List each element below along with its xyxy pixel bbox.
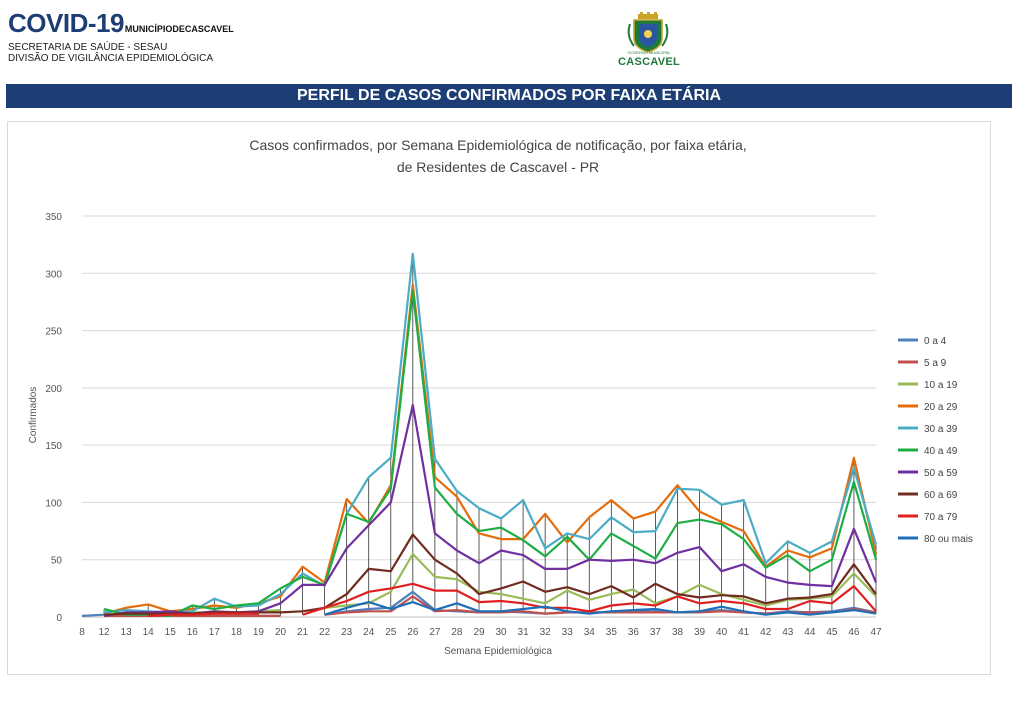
x-tick-label: 21	[297, 627, 309, 638]
x-tick-label: 38	[672, 627, 684, 638]
x-tick-label: 42	[760, 627, 772, 638]
series-line-20-a-29	[103, 283, 878, 615]
x-tick-label: 16	[187, 627, 199, 638]
section-banner: PERFIL DE CASOS CONFIRMADOS POR FAIXA ET…	[6, 84, 1012, 108]
x-axis-label: Semana Epidemiológica	[444, 646, 552, 657]
x-tick-label: 31	[518, 627, 530, 638]
x-tick-label: 17	[209, 627, 221, 638]
x-tick-label: 45	[826, 627, 838, 638]
legend-entry: 50 a 59	[924, 468, 958, 479]
series-line-60-a-69	[104, 533, 877, 616]
secretariat-label: SECRETARIA DE SAÚDE - SESAU	[8, 42, 168, 53]
x-tick-label: 22	[319, 627, 331, 638]
y-tick-label: 250	[45, 327, 62, 338]
series-line-80-ou-mais	[324, 601, 877, 616]
x-tick-label: 20	[275, 627, 287, 638]
x-tick-label: 30	[495, 627, 507, 638]
x-tick-label: 25	[385, 627, 397, 638]
legend-entry: 0 a 4	[924, 336, 947, 347]
x-tick-label: 34	[584, 627, 596, 638]
chart-title: Casos confirmados, por Semana Epidemioló…	[249, 137, 746, 153]
series-line-50-a-59	[103, 403, 878, 617]
y-axis: 0 50 100 150 200 250 300 350	[45, 212, 62, 624]
banner-title: PERFIL DE CASOS CONFIRMADOS POR FAIXA ET…	[296, 87, 722, 104]
legend-entry: 10 a 19	[924, 380, 958, 391]
x-tick-label: 15	[165, 627, 177, 638]
x-tick-label: 29	[473, 627, 485, 638]
x-tick-label: 44	[804, 627, 816, 638]
covid-title: COVID-19	[8, 8, 124, 38]
legend-entry: 80 ou mais	[924, 534, 973, 545]
y-tick-label: 350	[45, 212, 62, 223]
x-tick-label: 41	[738, 627, 750, 638]
legend-entry: 5 a 9	[924, 358, 947, 369]
legend-entry: 40 a 49	[924, 446, 958, 457]
municipality-label: MUNICÍPIODECASCAVEL	[124, 24, 234, 34]
x-tick-label: 35	[606, 627, 618, 638]
logo-caption: GOVERNO MUNICIPAL	[627, 50, 671, 55]
y-tick-label: 200	[45, 384, 62, 395]
series-line-40-a-49	[103, 289, 878, 617]
y-tick-label: 100	[45, 498, 62, 509]
legend-entry: 20 a 29	[924, 402, 958, 413]
x-axis: 8 12 13 14 15 16 17 18 19 20 21 22 23 24 25 26 27 28 29 30 3…	[79, 627, 882, 638]
x-tick-label: 19	[253, 627, 265, 638]
x-tick-label: 28	[451, 627, 463, 638]
legend: 0 a 4 5 a 9 10 a 19 20 a 29 30 a 39 40 a 49 50…	[898, 336, 973, 545]
x-tick-label: 39	[694, 627, 706, 638]
chart-panel	[7, 121, 991, 675]
cascavel-logo: GOVERNO MUNICIPAL CASCAVEL	[612, 12, 686, 72]
y-tick-label: 50	[51, 556, 63, 567]
series-line-70-a-79	[148, 582, 877, 617]
chart-subtitle: de Residentes de Cascavel - PR	[397, 159, 599, 175]
x-tick-label: 24	[363, 627, 375, 638]
header-title: COVID-19MUNICÍPIODECASCAVEL	[8, 8, 234, 39]
legend-entry: 70 a 79	[924, 512, 958, 523]
x-tick-label: 36	[628, 627, 640, 638]
y-tick-label: 150	[45, 441, 62, 452]
legend-entry: 30 a 39	[924, 424, 958, 435]
x-tick-label: 12	[98, 627, 110, 638]
x-tick-label: 18	[231, 627, 243, 638]
coat-of-arms-icon	[627, 12, 669, 53]
legend-entry: 60 a 69	[924, 490, 958, 501]
x-tick-label: 46	[848, 627, 860, 638]
x-tick-label: 13	[121, 627, 133, 638]
x-tick-label: 8	[79, 627, 85, 638]
x-tick-label: 40	[716, 627, 728, 638]
x-tick-label: 14	[143, 627, 155, 638]
y-tick-label: 0	[56, 613, 62, 624]
x-tick-label: 43	[782, 627, 794, 638]
y-axis-label: Confirmados	[28, 387, 39, 444]
x-tick-label: 27	[429, 627, 441, 638]
x-tick-label: 33	[562, 627, 574, 638]
x-tick-label: 47	[870, 627, 882, 638]
x-tick-label: 23	[341, 627, 353, 638]
x-tick-label: 37	[650, 627, 662, 638]
x-tick-label: 32	[540, 627, 552, 638]
division-label: DIVISÃO DE VIGILÂNCIA EPIDEMIOLÓGICA	[8, 53, 214, 64]
y-tick-label: 300	[45, 269, 62, 280]
x-tick-label: 26	[407, 627, 419, 638]
logo-wordmark: CASCAVEL	[617, 56, 681, 68]
series-lines	[81, 252, 878, 617]
